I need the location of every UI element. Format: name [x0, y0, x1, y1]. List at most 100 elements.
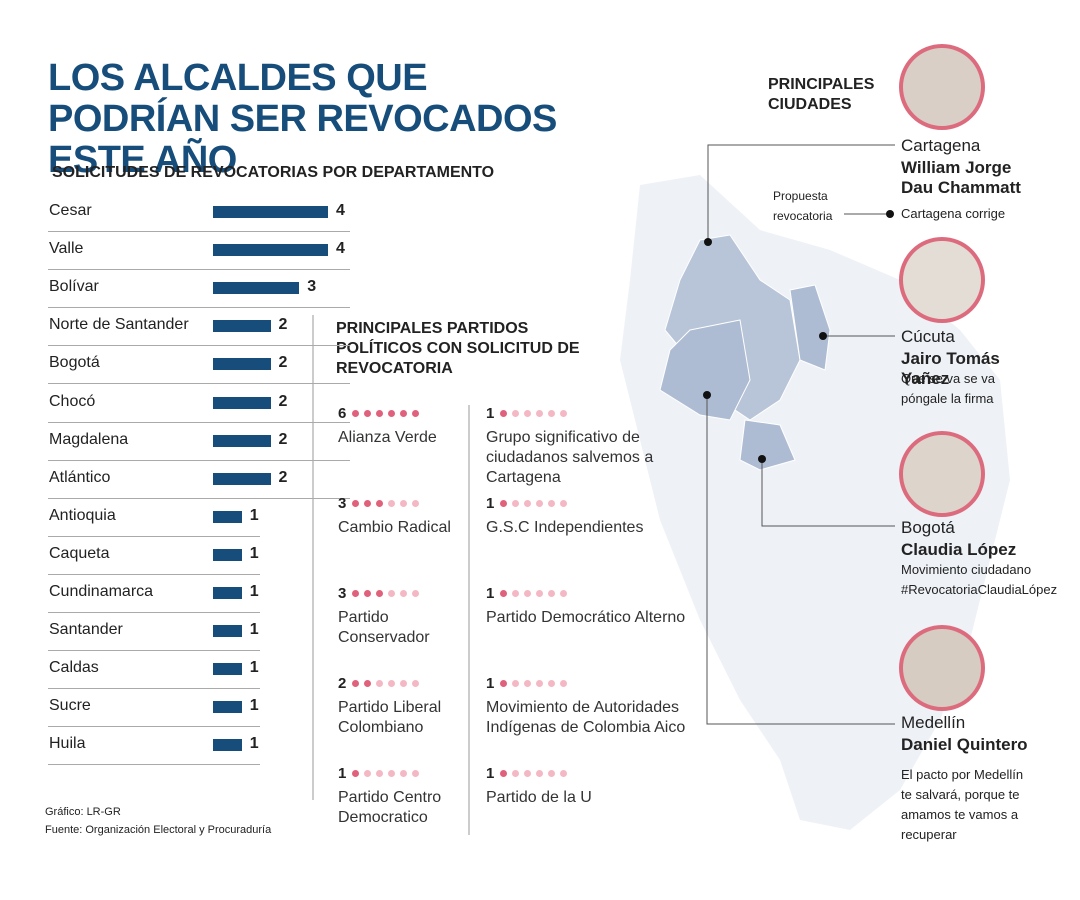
value-label: 4 [336, 202, 345, 219]
row-separator [48, 497, 350, 499]
dot-empty [376, 680, 383, 687]
value-label: 1 [249, 621, 259, 639]
row-separator [48, 688, 260, 690]
party-name: Partido Democrático Alterno [486, 609, 686, 626]
dot-empty [412, 680, 419, 687]
city-name: Bogotá [901, 518, 955, 537]
dot-empty [560, 680, 567, 687]
dot-empty [560, 770, 567, 777]
region [739, 419, 796, 471]
party-count: 1 [486, 405, 495, 422]
row-separator [48, 459, 350, 461]
dot-empty [524, 680, 531, 687]
bar [213, 548, 242, 561]
dot-empty [400, 500, 407, 507]
dot-empty [548, 590, 555, 597]
dot-empty [512, 590, 519, 597]
category-label: Cundinamarca [49, 583, 154, 600]
dot-empty [512, 680, 519, 687]
value-label: 2 [278, 392, 288, 410]
party-name: Partido de la U [486, 789, 592, 806]
party-count: 6 [338, 405, 347, 422]
row-separator [48, 345, 350, 347]
dot-filled [352, 590, 359, 597]
dot-filled [364, 680, 371, 687]
row-separator [48, 612, 260, 613]
dot-empty [548, 770, 555, 777]
party-count: 3 [338, 495, 347, 512]
proposal-label: Propuesta revocatoria [773, 189, 833, 223]
party-count: 1 [486, 495, 495, 512]
region [659, 319, 751, 421]
dot-filled [376, 500, 383, 507]
dot-empty [388, 500, 395, 507]
party-name: Alianza Verde [338, 429, 437, 446]
dot-empty [536, 770, 543, 777]
party-name: Movimiento de Autoridades Indígenas de C… [486, 699, 686, 736]
dot-empty [376, 770, 383, 777]
dot-filled [400, 410, 407, 417]
dot-empty [548, 680, 555, 687]
dot-filled [500, 410, 507, 417]
bar [213, 625, 242, 638]
bar [213, 434, 271, 447]
credit: Gráfico: LR-GR [45, 806, 121, 818]
row-separator [48, 231, 350, 232]
dot-empty [412, 590, 419, 597]
dot-empty [536, 590, 543, 597]
row-separator [48, 726, 260, 728]
party-count: 1 [486, 675, 495, 692]
row-separator [48, 383, 350, 385]
dot-filled [352, 410, 359, 417]
category-label: Norte de Santander [49, 316, 189, 334]
dot-empty [536, 410, 543, 417]
dot-empty [560, 590, 567, 597]
value-label: 2 [278, 468, 288, 486]
bar [213, 244, 328, 257]
category-label: Magdalena [49, 430, 129, 448]
party-count: 1 [486, 585, 495, 602]
party-name: Partido Conservador [338, 609, 430, 646]
proposal-box [768, 182, 844, 232]
party-count: 2 [338, 675, 347, 692]
party-name: Grupo significativo de ciudadanos salvem… [486, 429, 654, 486]
source: Fuente: Organización Electoral y Procura… [45, 824, 272, 836]
dot-filled [500, 500, 507, 507]
dot-empty [412, 500, 419, 507]
value-label: 1 [249, 544, 259, 562]
parties-title: PRINCIPALES PARTIDOS POLÍTICOS CON SOLIC… [336, 320, 580, 377]
category-label: Antioquia [49, 506, 116, 524]
dot-filled [364, 410, 371, 417]
value-label: 2 [278, 430, 288, 448]
dot-filled [364, 590, 371, 597]
dot-filled [500, 680, 507, 687]
dot-filled [388, 410, 395, 417]
dot-empty [400, 590, 407, 597]
mayor-name: Jairo Tomás Yañez [901, 349, 1000, 388]
bar [213, 396, 271, 409]
mayor-name: William Jorge Dau Chammatt [901, 158, 1021, 197]
value-label: 1 [249, 583, 259, 600]
dot-filled [376, 590, 383, 597]
category-label: Bolívar [49, 278, 99, 296]
slogan: Movimiento ciudadano #RevocatoriaClaudia… [901, 562, 1058, 597]
slogan: El pacto por Medellín te salvará, porque… [901, 767, 1024, 842]
category-label: Atlántico [49, 468, 111, 486]
category-label: Cesar [49, 202, 92, 219]
slogan: Cartagena corrige [901, 206, 1006, 221]
party-name: Partido Liberal Colombiano [338, 699, 442, 736]
bar-title: SOLICITUDES DE REVOCATORIAS POR DEPARTAM… [52, 164, 495, 181]
category-label: Valle [49, 240, 84, 258]
dot-filled [500, 770, 507, 777]
category-label: Huila [49, 735, 86, 753]
category-label: Bogotá [49, 354, 100, 372]
bar [213, 206, 328, 218]
dot-empty [388, 590, 395, 597]
value-label: 2 [278, 316, 288, 334]
photos [899, 44, 985, 711]
bar [213, 472, 271, 485]
row-separator [48, 269, 350, 271]
dot-empty [536, 680, 543, 687]
map-points [703, 210, 894, 463]
dot-empty [400, 680, 407, 687]
